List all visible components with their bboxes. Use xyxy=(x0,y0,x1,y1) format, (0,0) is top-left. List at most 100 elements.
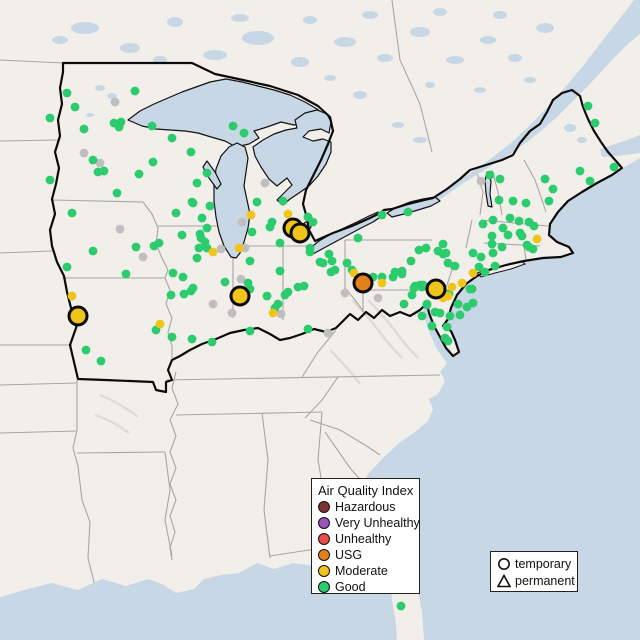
station-dot-good xyxy=(418,280,428,290)
station-dot-good xyxy=(342,258,352,268)
station-dot-moderate xyxy=(234,243,244,253)
aqi-legend-item-usg: USG xyxy=(318,547,413,563)
station-dot-good xyxy=(435,308,445,318)
station-dot-good xyxy=(70,102,80,112)
station-dot-missing xyxy=(110,97,120,107)
aqi-swatch-icon xyxy=(318,517,330,529)
station-dot-good xyxy=(278,196,288,206)
station-dot-good xyxy=(192,178,202,188)
station-dot-good xyxy=(330,265,340,275)
station-dot-good xyxy=(421,243,431,253)
station-dot-missing xyxy=(216,244,226,254)
station-dot-good xyxy=(186,147,196,157)
station-dot-good xyxy=(505,213,515,223)
station-dot-good xyxy=(88,155,98,165)
aqi-swatch-icon xyxy=(318,581,330,593)
station-dot-good xyxy=(305,247,315,257)
station-dot-good xyxy=(575,166,585,176)
station-dot-good xyxy=(478,219,488,229)
station-dot-good xyxy=(324,249,334,259)
station-dot-missing xyxy=(138,252,148,262)
station-dot-good xyxy=(494,195,504,205)
station-dot-good xyxy=(399,299,409,309)
station-dot-good xyxy=(445,311,455,321)
station-dot-good xyxy=(524,242,534,252)
station-dot-good xyxy=(529,221,539,231)
station-dot-good xyxy=(207,337,217,347)
station-dot-good xyxy=(167,133,177,143)
station-dot-good xyxy=(521,198,531,208)
station-dot-good xyxy=(148,157,158,167)
station-dot-good xyxy=(239,128,249,138)
station-dot-good xyxy=(495,174,505,184)
station-dot-good xyxy=(194,243,204,253)
station-dot-good xyxy=(275,266,285,276)
station-dot-good xyxy=(548,184,558,194)
station-dot-good xyxy=(544,196,554,206)
type-legend-item-permanent: permanent xyxy=(497,572,575,589)
station-dot-good xyxy=(121,269,131,279)
station-dot-good xyxy=(171,208,181,218)
aqi-legend: Air Quality Index Hazardous Very Unhealth… xyxy=(311,478,420,594)
station-dot-good xyxy=(188,283,198,293)
station-dot-good xyxy=(114,122,124,132)
station-dot-good xyxy=(308,217,318,227)
station-dot-good xyxy=(468,248,478,258)
station-dot-good xyxy=(81,345,91,355)
station-dot-good xyxy=(192,253,202,263)
station-dot-good xyxy=(275,238,285,248)
station-dot-good xyxy=(410,281,420,291)
small-lakes xyxy=(52,8,587,143)
station-dot-good xyxy=(267,217,277,227)
station-dot-good xyxy=(438,239,448,249)
aqi-legend-label: Good xyxy=(335,580,366,594)
station-dot-moderate xyxy=(268,308,278,318)
aqi-legend-title: Air Quality Index xyxy=(318,483,414,498)
station-dot-good xyxy=(443,336,453,346)
station-dot-good xyxy=(609,162,619,172)
station-dot-good xyxy=(205,201,215,211)
station-dot-good xyxy=(131,242,141,252)
aqi-legend-item-hazardous: Hazardous xyxy=(318,499,413,515)
aqi-swatch-icon xyxy=(318,533,330,545)
type-legend-label: temporary xyxy=(515,556,572,571)
station-dot-good xyxy=(327,256,337,266)
station-dot-good xyxy=(453,299,463,309)
type-legend-item-temporary: temporary xyxy=(497,555,571,572)
aqi-legend-label: Moderate xyxy=(335,564,388,578)
station-dot-missing xyxy=(237,217,247,227)
aqi-legend-item-very-unhealthy: Very Unhealthy xyxy=(318,515,420,531)
station-dot-moderate xyxy=(532,234,542,244)
station-dot-missing xyxy=(115,224,125,234)
aqi-swatch-icon xyxy=(318,501,330,513)
aqi-legend-label: Hazardous xyxy=(335,500,396,514)
station-dot-moderate xyxy=(457,278,467,288)
temporary-circle-icon xyxy=(498,557,510,570)
station-dot-good xyxy=(403,207,413,217)
station-dot-good xyxy=(177,230,187,240)
station-dot-missing xyxy=(95,158,105,168)
station-dot-good xyxy=(515,228,525,238)
station-dot-good xyxy=(252,197,262,207)
station-dot-good xyxy=(315,257,325,267)
station-dot-moderate xyxy=(67,291,77,301)
station-dot-large-moderate xyxy=(289,222,311,244)
station-dot-good xyxy=(474,262,484,272)
station-dot-good xyxy=(202,223,212,233)
aqi-swatch-icon xyxy=(318,549,330,561)
aqi-legend-item-moderate: Moderate xyxy=(318,563,413,579)
station-dot-good xyxy=(197,213,207,223)
station-dot-large-moderate xyxy=(229,285,251,307)
station-dot-good xyxy=(487,231,497,241)
lake-champlain xyxy=(484,171,493,208)
station-dot-good xyxy=(397,266,407,276)
station-dot-good xyxy=(406,256,416,266)
station-dot-missing xyxy=(208,299,218,309)
station-dot-good xyxy=(99,166,109,176)
station-dot-missing xyxy=(276,309,286,319)
station-dot-good xyxy=(166,290,176,300)
station-dot-good xyxy=(417,311,427,321)
station-dot-good xyxy=(498,223,508,233)
station-dot-good xyxy=(503,230,513,240)
